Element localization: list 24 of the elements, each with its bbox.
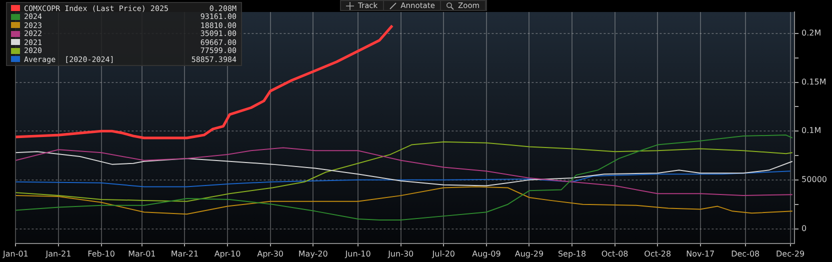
x-tick-label: Jul-20 [431,249,455,258]
x-tick-label: Aug-29 [514,249,544,258]
x-tick-label: Oct-28 [644,249,672,258]
x-tick-label: Jun-30 [387,249,414,258]
x-tick-label: Nov-17 [686,249,715,258]
x-tick-label: Jan-01 [2,249,28,258]
y-tick-label: 0.2M [802,28,822,38]
x-tick-label: Mar-21 [170,249,199,258]
y-tick-label: 0.15M [802,77,826,86]
y-tick-label: 0.1M [802,126,822,136]
y-tick-label: 0 [802,224,807,233]
x-tick-label: Apr-10 [214,249,241,258]
x-tick-label: Oct-08 [601,249,628,258]
y-tick-label: 50000 [802,175,828,184]
x-tick-label: Sep-18 [558,249,586,258]
x-tick-label: Dec-08 [731,249,760,258]
x-tick-label: May-20 [298,249,328,258]
x-tick-label: Mar-01 [128,249,156,258]
x-tick-label: Jan-21 [44,249,72,258]
x-tick-label: Dec-29 [776,249,805,258]
x-tick-label: Feb-10 [88,249,115,258]
x-tick-label: Apr-30 [257,249,284,258]
x-tick-label: Jun-10 [344,249,371,258]
x-tick-label: Aug-09 [472,249,501,258]
